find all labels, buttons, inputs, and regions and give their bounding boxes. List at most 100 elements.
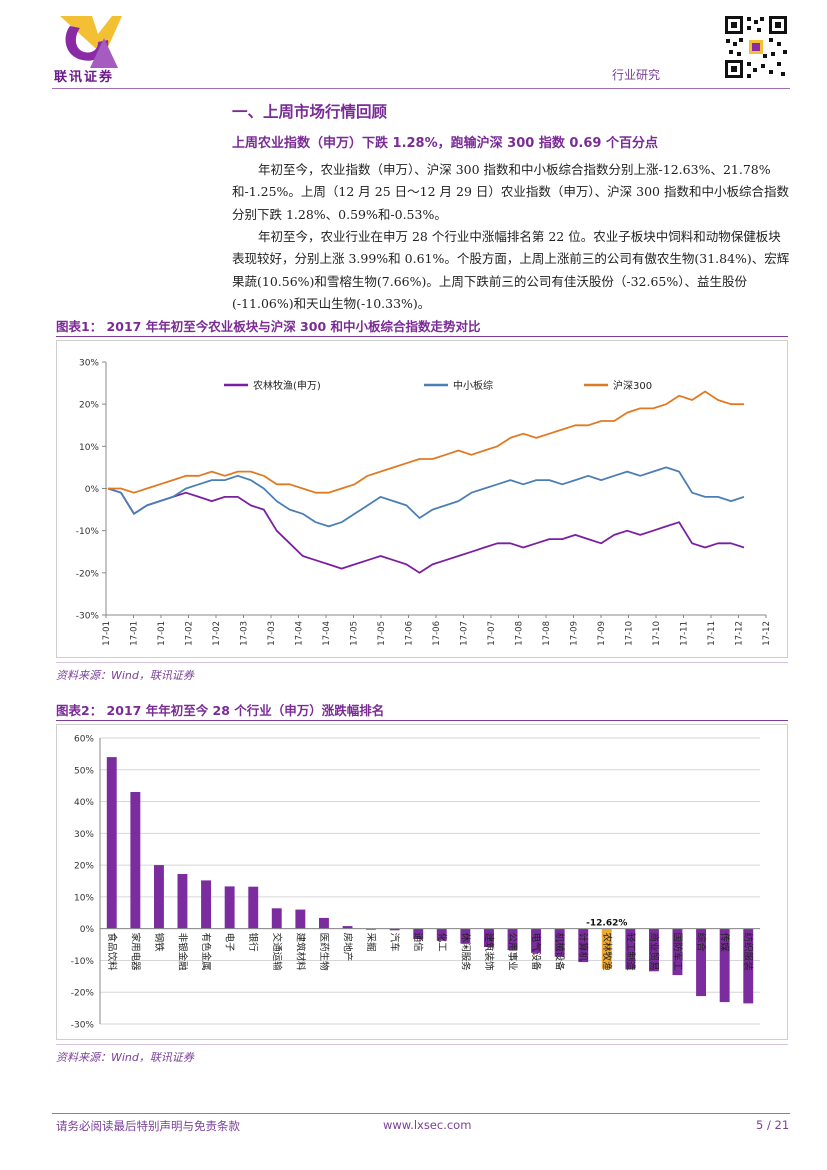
y-tick-label: -30% — [76, 612, 100, 622]
category-label: 汽车 — [389, 933, 401, 952]
bar — [719, 928, 730, 1003]
y-tick-label: 40% — [74, 798, 94, 808]
y-tick-label: 10% — [74, 893, 94, 903]
category-label: 休闲服务 — [459, 933, 471, 972]
bar — [531, 928, 541, 953]
category-label: 非银金融 — [177, 933, 189, 972]
bar — [696, 928, 706, 997]
section-title: 一、上周市场行情回顾 — [232, 103, 388, 121]
x-tick-label: 17-02 — [212, 621, 222, 646]
category-label: 医药生物 — [318, 933, 330, 972]
bar — [295, 909, 306, 929]
series-line — [108, 390, 744, 494]
category-label: 机械设备 — [554, 933, 566, 972]
x-tick-label: 17-07 — [487, 621, 497, 646]
bar — [672, 928, 683, 976]
x-tick-label: 17-01 — [102, 621, 112, 646]
x-tick-label: 17-04 — [295, 621, 305, 646]
category-label: 房地产 — [342, 933, 354, 962]
series-line — [107, 466, 745, 528]
x-tick-label: 17-11 — [707, 621, 717, 646]
y-tick-label: -20% — [76, 569, 100, 579]
figure-2-source: 资料来源：Wind，联讯证券 — [56, 1044, 788, 1065]
category-label: 通信 — [412, 933, 424, 952]
y-tick-label: 30% — [74, 830, 94, 840]
bar — [154, 865, 164, 929]
subheading: 上周农业指数（申万）下跌 1.28%，跑输沪深 300 指数 0.69 个百分点 — [232, 136, 658, 151]
paragraph-1: 年初至今，农业指数（申万）、沪深 300 指数和中小板综合指数分别上涨-12.6… — [232, 159, 792, 226]
bar — [106, 757, 117, 929]
y-tick-label: 60% — [74, 735, 94, 745]
y-tick-label: 20% — [79, 401, 99, 411]
x-tick-label: 17-05 — [377, 621, 387, 646]
y-tick-label: -20% — [71, 989, 95, 999]
category-label: 食品饮料 — [106, 933, 118, 972]
bar-chart: 60% 50% 40% 30% 20% 10% 0% -10% -20% -30% 食品饮料 家用电器… — [56, 724, 788, 1040]
bar — [319, 917, 329, 929]
y-tick-label: -30% — [71, 1021, 95, 1031]
y-tick-label: 30% — [79, 359, 99, 369]
line-chart: 30%20%10%0%-10%-20%-30%17-01 17-01 17-01 17… — [56, 340, 788, 658]
x-tick-label: 17-12 — [762, 621, 772, 646]
footer-divider — [52, 1113, 790, 1114]
category-label: 建筑装饰 — [483, 933, 495, 971]
legend-label: 沪深300 — [613, 379, 652, 392]
paragraph-text: 年初至今，农业行业在申万 28 个行业中涨幅排名第 22 位。农业子板块中饲料和… — [232, 229, 790, 312]
bar — [366, 928, 376, 930]
x-tick-label: 17-05 — [350, 621, 360, 646]
bar — [436, 928, 447, 941]
figure-1-title: 图表1： 2017 年年初至今农业板块与沪深 300 和中小板综合指数走势对比 — [56, 316, 788, 337]
x-tick-label: 17-08 — [515, 621, 525, 646]
x-tick-label: 17-01 — [157, 621, 167, 646]
category-label: 交通运输 — [271, 933, 283, 972]
report-category: 行业研究 — [612, 68, 661, 82]
figure-1-source: 资料来源：Wind，联讯证券 — [56, 662, 788, 683]
y-tick-label: -10% — [71, 957, 95, 967]
bar — [625, 928, 636, 970]
x-tick-label: 17-06 — [432, 621, 442, 646]
bar — [507, 928, 518, 950]
footer-website: www.lxsec.com — [383, 1118, 472, 1132]
logo-text: 联讯证券 — [54, 70, 115, 85]
bar — [554, 928, 565, 957]
x-tick-label: 17-10 — [652, 621, 662, 646]
footer-disclaimer: 请务必阅读最后特别声明与免责条款 — [56, 1119, 240, 1133]
bar — [649, 928, 659, 972]
bar — [743, 928, 754, 1004]
x-tick-label: 17-09 — [597, 621, 607, 646]
category-label: 综合 — [695, 933, 707, 953]
category-label: 农林牧渔 — [601, 933, 613, 972]
bar — [342, 926, 353, 929]
category-label: 公用事业 — [507, 933, 519, 971]
bar — [201, 880, 211, 929]
page-number: 5 / 21 — [756, 1118, 790, 1132]
y-tick-label: 10% — [79, 443, 99, 453]
x-tick-label: 17-10 — [625, 621, 635, 646]
paragraph-text: 年初至今，农业指数（申万）、沪深 300 指数和中小板综合指数分别上涨-12.6… — [232, 162, 789, 222]
x-tick-label: 17-02 — [185, 621, 195, 646]
y-tick-label: 0% — [80, 925, 95, 935]
legend-label: 农林牧渔(申万) — [253, 379, 321, 392]
bar — [271, 908, 282, 929]
highlight-data-label: -12.62% — [586, 919, 627, 929]
y-tick-label: -10% — [76, 527, 100, 537]
paragraph-2: 年初至今，农业行业在申万 28 个行业中涨幅排名第 22 位。农业子板块中饲料和… — [232, 226, 792, 316]
category-label: 传媒 — [719, 933, 731, 953]
bar — [484, 928, 494, 948]
category-label: 国防军工 — [672, 933, 684, 972]
bar — [460, 928, 471, 944]
x-tick-label: 17-12 — [735, 621, 745, 646]
bar — [177, 874, 188, 929]
x-tick-label: 17-03 — [240, 621, 250, 646]
x-tick-label: 17-06 — [405, 621, 415, 646]
x-tick-label: 17-01 — [130, 621, 140, 646]
category-label: 采掘 — [365, 933, 377, 952]
y-tick-label: 50% — [74, 766, 94, 776]
category-label: 建筑材料 — [294, 933, 306, 972]
company-logo — [60, 16, 122, 68]
x-tick-label: 17-08 — [542, 621, 552, 646]
x-tick-label: 17-09 — [570, 621, 580, 646]
category-label: 电子 — [224, 933, 236, 953]
category-label: 轻工制造 — [624, 933, 636, 972]
bar — [224, 886, 235, 929]
